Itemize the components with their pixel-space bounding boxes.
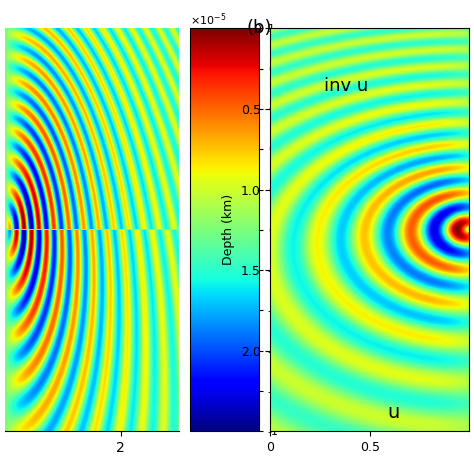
Text: u: u	[388, 403, 400, 422]
Y-axis label: Depth (km): Depth (km)	[222, 194, 235, 265]
Text: inv u: inv u	[324, 77, 368, 95]
Text: $\times10^{-5}$: $\times10^{-5}$	[191, 11, 227, 27]
Text: (b): (b)	[246, 19, 272, 37]
